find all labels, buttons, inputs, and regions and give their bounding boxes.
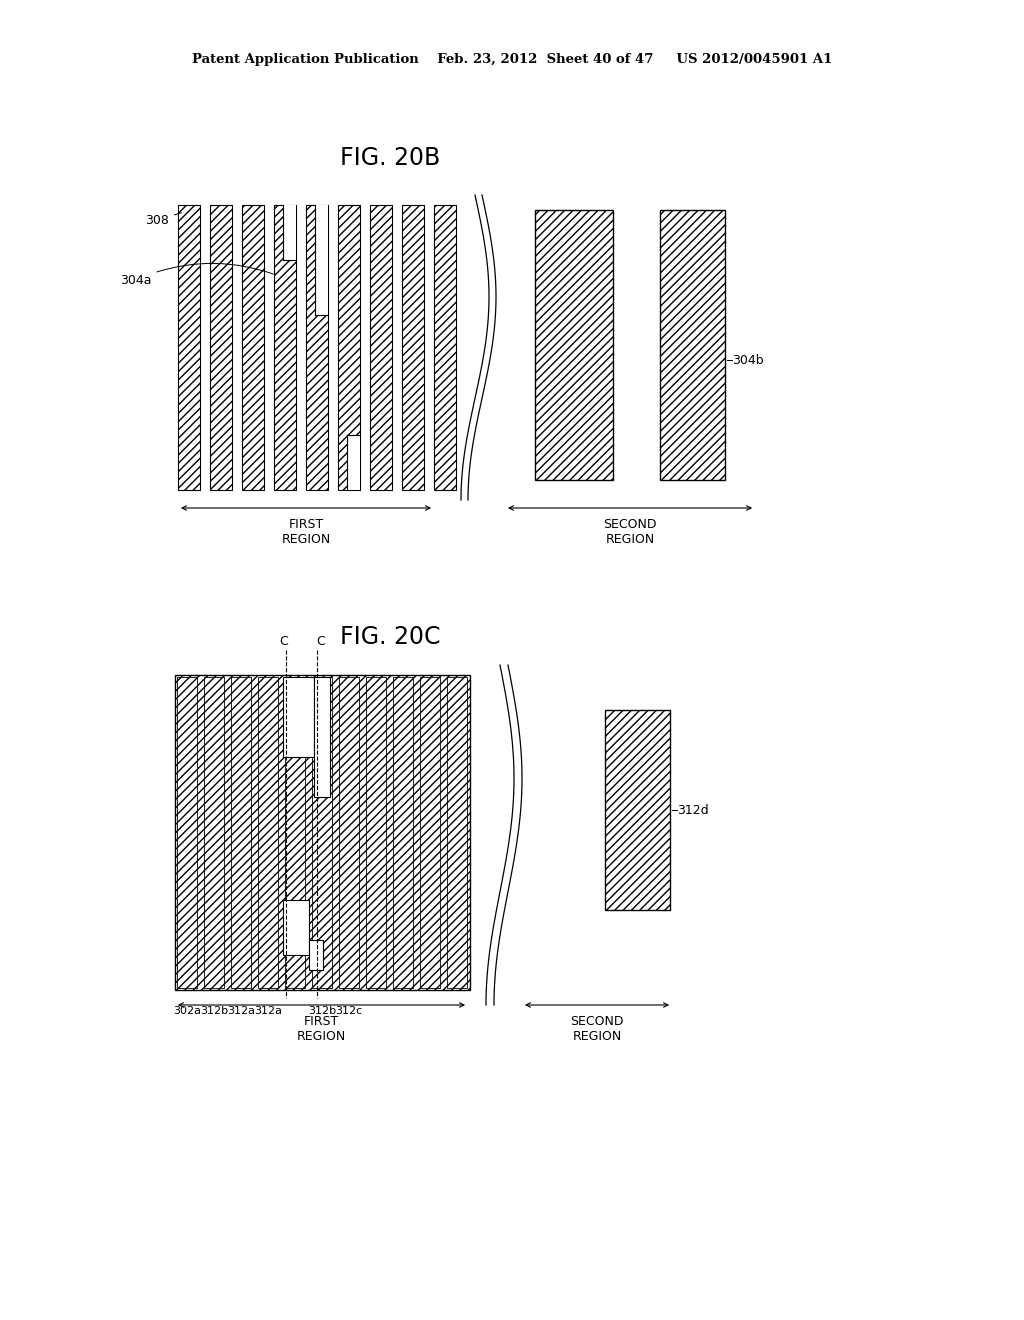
Text: SECOND
REGION: SECOND REGION	[570, 1015, 624, 1043]
Bar	[258, 677, 278, 987]
Bar	[177, 677, 197, 987]
Bar	[434, 205, 456, 490]
Bar	[370, 205, 392, 490]
Bar	[242, 205, 264, 490]
Text: 304a: 304a	[120, 264, 273, 286]
Bar	[204, 677, 224, 987]
Bar	[605, 710, 670, 909]
Bar	[231, 677, 251, 987]
Bar	[347, 436, 360, 490]
Bar	[283, 205, 296, 260]
Bar	[420, 677, 440, 987]
Text: 312b: 312b	[200, 1006, 228, 1016]
Bar	[338, 205, 360, 490]
Text: FIG. 20C: FIG. 20C	[340, 624, 440, 649]
Text: 304b: 304b	[732, 354, 764, 367]
Bar	[306, 205, 328, 490]
Bar	[447, 677, 467, 987]
Bar	[312, 677, 332, 987]
Bar	[315, 205, 328, 315]
Bar	[339, 677, 359, 987]
Text: FIG. 20B: FIG. 20B	[340, 147, 440, 170]
Bar	[283, 900, 309, 954]
Text: C: C	[316, 635, 326, 648]
Text: C: C	[280, 635, 289, 648]
Bar	[175, 675, 470, 990]
Text: 312c: 312c	[336, 1006, 362, 1016]
Bar	[283, 677, 314, 756]
Bar	[314, 677, 330, 797]
Text: 308: 308	[145, 213, 181, 227]
Text: FIRST
REGION: FIRST REGION	[296, 1015, 346, 1043]
Bar	[535, 210, 613, 480]
Text: 312b: 312b	[308, 1006, 336, 1016]
Text: SECOND
REGION: SECOND REGION	[603, 517, 656, 546]
Text: 312d: 312d	[677, 804, 709, 817]
Bar	[393, 677, 413, 987]
Bar	[660, 210, 725, 480]
Bar	[309, 940, 323, 970]
Text: Patent Application Publication    Feb. 23, 2012  Sheet 40 of 47     US 2012/0045: Patent Application Publication Feb. 23, …	[191, 54, 833, 66]
Bar	[402, 205, 424, 490]
Bar	[210, 205, 232, 490]
Bar	[366, 677, 386, 987]
Bar	[274, 205, 296, 490]
Text: 312a: 312a	[254, 1006, 282, 1016]
Bar	[178, 205, 200, 490]
Bar	[285, 677, 305, 987]
Text: 312a: 312a	[227, 1006, 255, 1016]
Text: FIRST
REGION: FIRST REGION	[282, 517, 331, 546]
Text: 302a: 302a	[173, 1006, 201, 1016]
